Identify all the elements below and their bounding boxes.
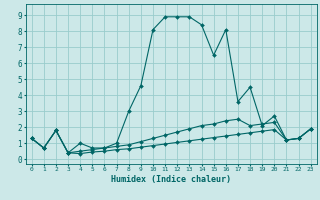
X-axis label: Humidex (Indice chaleur): Humidex (Indice chaleur) (111, 175, 231, 184)
